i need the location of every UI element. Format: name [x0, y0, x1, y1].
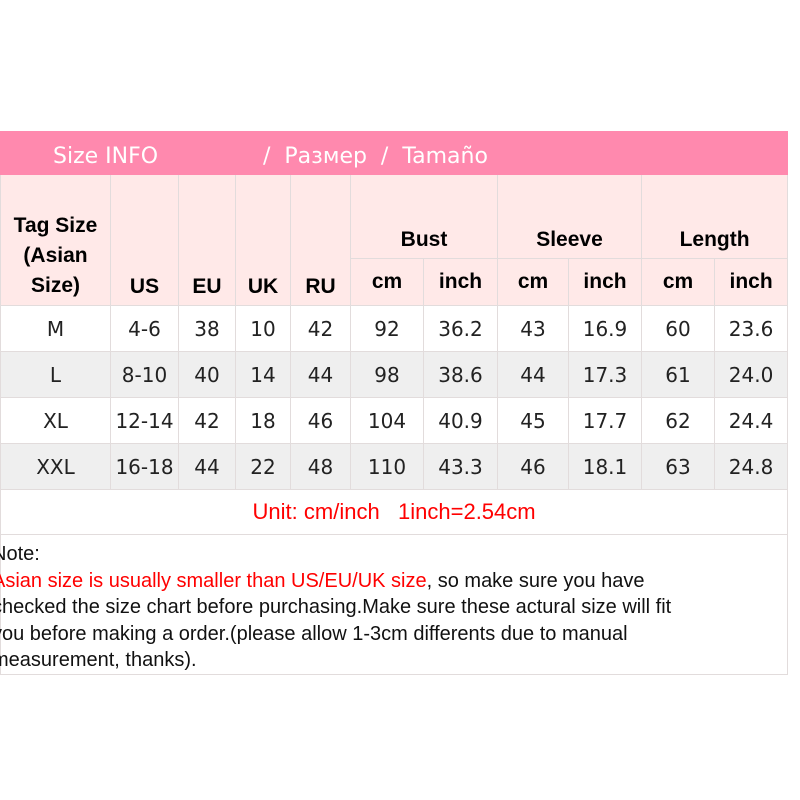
- cell-us: 4-6: [110, 305, 179, 352]
- note-line3: you before making a order.(please allow …: [0, 622, 628, 645]
- unit-row: Unit: cm/inch 1inch=2.54cm: [0, 489, 789, 535]
- cell-eu: 40: [178, 351, 236, 398]
- cell-ru: 46: [290, 397, 351, 444]
- cell-length-cm: 60: [641, 305, 715, 352]
- cell-tag-size: XXL: [0, 443, 111, 490]
- header-length-inch: inch: [713, 258, 789, 306]
- note-line4: measurement, thanks).: [0, 649, 197, 671]
- cell-bust-inch: 43.3: [423, 443, 498, 490]
- header-tag-size: Tag Size (Asian Size): [0, 174, 111, 306]
- note-label: Note:: [0, 543, 40, 565]
- table-row: XL 12-14 42 18 46 104 40.9 45 17.7 62 24.4: [0, 397, 789, 444]
- cell-tag-size: M: [0, 305, 111, 352]
- header-row: Tag Size (Asian Size) US EU UK RU Bust S…: [0, 174, 789, 306]
- cell-bust-inch: 40.9: [423, 397, 498, 444]
- cell-us: 8-10: [110, 351, 179, 398]
- title-size-info: Size INFO: [53, 144, 159, 169]
- tag-size-line: Size): [30, 274, 80, 297]
- cell-uk: 18: [235, 397, 291, 444]
- cell-length-inch: 24.0: [713, 351, 789, 398]
- unit-text: Unit: cm/inch 1inch=2.54cm: [0, 489, 789, 535]
- header-eu: EU: [178, 174, 236, 306]
- cell-ru: 48: [290, 443, 351, 490]
- cell-sleeve-inch: 17.3: [568, 351, 642, 398]
- note-text: Note: Asian size is usually smaller than…: [0, 535, 778, 674]
- header-sleeve-inch: inch: [568, 258, 642, 306]
- cell-sleeve-inch: 18.1: [568, 443, 642, 490]
- tag-size-line: (Asian: [23, 244, 88, 267]
- cell-sleeve-inch: 17.7: [568, 397, 642, 444]
- cell-bust-inch: 36.2: [423, 305, 498, 352]
- tag-size-line: Tag Size: [13, 214, 98, 237]
- cell-ru: 44: [290, 351, 351, 398]
- cell-length-cm: 61: [641, 351, 715, 398]
- cell-uk: 22: [235, 443, 291, 490]
- cell-us: 16-18: [110, 443, 179, 490]
- note-line2: checked the size chart before purchasing…: [0, 596, 672, 618]
- table-row: XXL 16-18 44 22 48 110 43.3 46 18.1 63 24.8: [0, 443, 789, 490]
- header-sleeve: Sleeve: [497, 174, 642, 259]
- header-ru: RU: [290, 174, 351, 306]
- header-uk: UK: [235, 174, 291, 306]
- cell-length-inch: 24.8: [713, 443, 789, 490]
- header-bust: Bust: [350, 174, 498, 259]
- cell-length-inch: 23.6: [713, 305, 789, 352]
- header-bust-inch: inch: [423, 258, 498, 306]
- subheader-row: cm inch cm inch cm inch: [1, 258, 789, 306]
- cell-sleeve-cm: 43: [497, 305, 569, 352]
- cell-sleeve-cm: 45: [497, 397, 569, 444]
- header-length: Length: [640, 174, 789, 259]
- cell-bust-inch: 38.6: [423, 351, 498, 398]
- size-chart-table: Size INFO / Размер / Tamaño Tag Size (As…: [0, 131, 789, 675]
- cell-length-inch: 24.4: [713, 397, 789, 444]
- note-row: Note: Asian size is usually smaller than…: [0, 534, 789, 675]
- title-bar: Size INFO / Размер / Tamaño: [0, 131, 789, 175]
- note-line1: , so make sure you have: [426, 569, 645, 592]
- note-warning: Asian size is usually smaller than US/EU…: [0, 569, 427, 592]
- table-row: M 4-6 38 10 42 92 36.2 43 16.9 60 23.6: [0, 305, 789, 352]
- cell-tag-size: L: [0, 351, 111, 398]
- header-us: US: [110, 174, 179, 306]
- cell-bust-cm: 98: [350, 351, 424, 398]
- cell-sleeve-inch: 16.9: [568, 305, 642, 352]
- cell-tag-size: XL: [0, 397, 111, 444]
- cell-ru: 42: [290, 305, 351, 352]
- title-translations: / Размер / Tamaño: [263, 144, 488, 169]
- cell-eu: 38: [178, 305, 236, 352]
- cell-sleeve-cm: 44: [497, 351, 569, 398]
- cell-bust-cm: 110: [350, 443, 424, 490]
- header-length-cm: cm: [641, 258, 715, 306]
- cell-bust-cm: 104: [350, 397, 424, 444]
- cell-eu: 44: [178, 443, 236, 490]
- cell-us: 12-14: [110, 397, 179, 444]
- cell-uk: 10: [235, 305, 291, 352]
- cell-eu: 42: [178, 397, 236, 444]
- cell-uk: 14: [235, 351, 291, 398]
- table-row: L 8-10 40 14 44 98 38.6 44 17.3 61 24.0: [0, 351, 789, 398]
- header-bust-cm: cm: [350, 258, 424, 306]
- cell-length-cm: 62: [641, 397, 715, 444]
- header-sleeve-cm: cm: [497, 258, 569, 306]
- cell-sleeve-cm: 46: [497, 443, 569, 490]
- cell-length-cm: 63: [641, 443, 715, 490]
- cell-bust-cm: 92: [350, 305, 424, 352]
